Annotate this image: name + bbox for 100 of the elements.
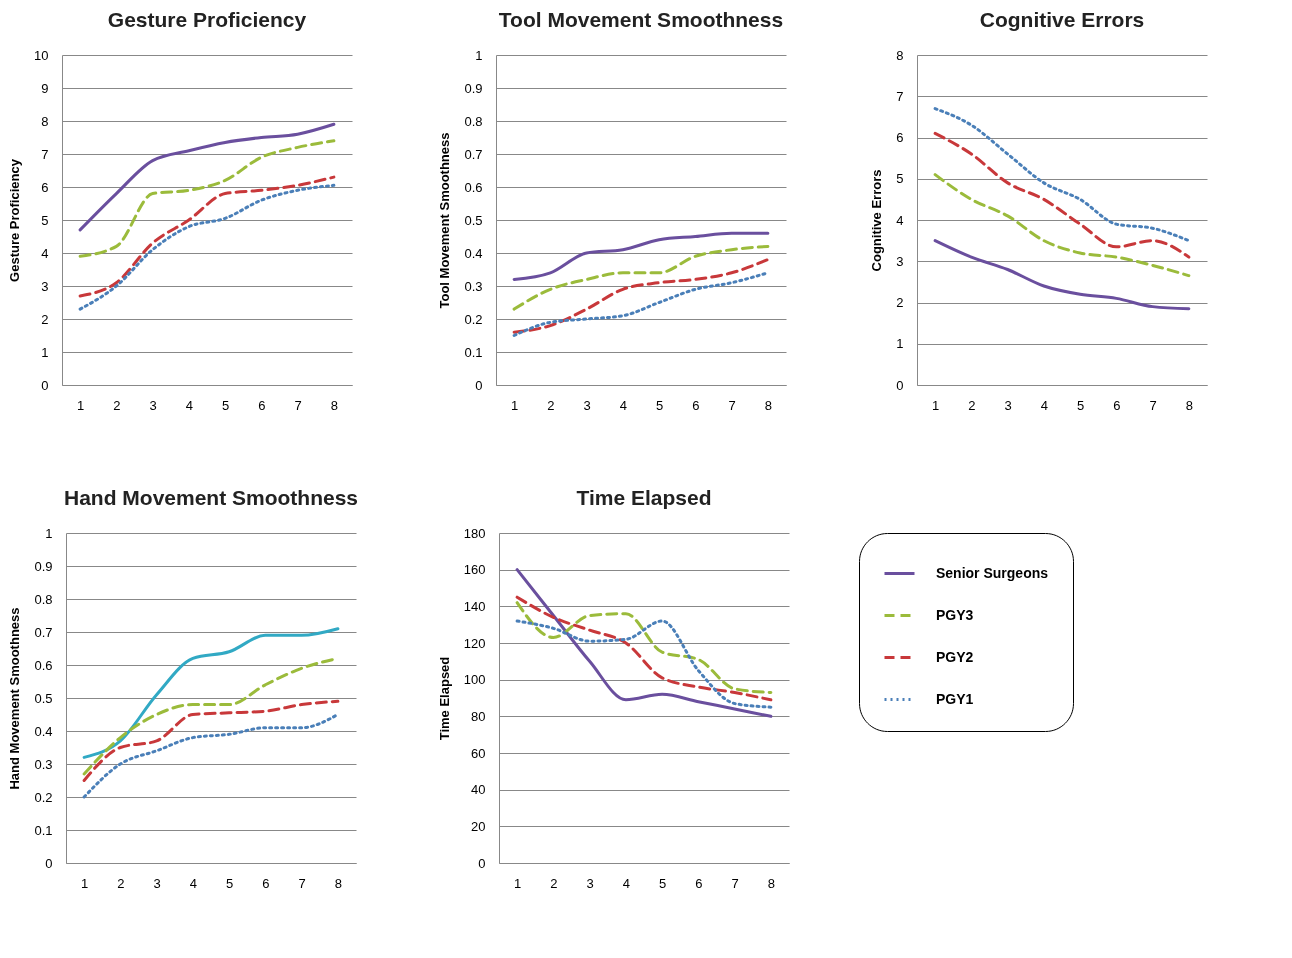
line-series: [78, 183, 336, 311]
x-tick-label: 7: [294, 397, 302, 413]
x-tick-label: 4: [189, 875, 197, 891]
y-tick-label: 0.8: [34, 591, 53, 607]
y-tick-label: 0.6: [464, 179, 483, 195]
y-tick-label: 7: [896, 88, 904, 104]
y-tick-label: 20: [471, 818, 486, 834]
y-tick-label: 10: [34, 47, 49, 63]
chart-title: Tool Movement Smoothness: [498, 8, 784, 31]
y-tick-label: 2: [896, 295, 904, 310]
y-tick-label: 60: [471, 745, 486, 761]
x-tick-label: 6: [258, 397, 266, 413]
x-tick-label: 2: [547, 397, 555, 413]
x-tick-label: 2: [968, 397, 976, 413]
y-tick-label: 0.7: [34, 624, 53, 640]
y-tick-label: 0.7: [464, 146, 483, 162]
y-tick-label: 5: [896, 171, 904, 187]
x-tick-label: 5: [656, 397, 664, 413]
chart-title: Gesture Proficiency: [107, 8, 307, 31]
y-tick-label: 8: [41, 113, 49, 129]
line-series: [933, 107, 1191, 243]
y-tick-label: 6: [896, 130, 904, 145]
y-tick-label: 1: [896, 336, 904, 352]
y-tick-label: 9: [41, 80, 49, 96]
x-tick-label: 7: [1149, 397, 1157, 413]
y-tick-label: 0.8: [464, 113, 483, 129]
y-tick-label: 0.1: [464, 344, 483, 360]
y-tick-label: 0: [475, 377, 483, 393]
y-tick-label: 0: [45, 855, 53, 871]
y-tick-label: 0.2: [464, 311, 483, 327]
y-axis-title: Cognitive Errors: [869, 169, 885, 272]
y-tick-label: 6: [41, 179, 49, 195]
y-tick-label: 1: [45, 525, 53, 541]
x-tick-label: 2: [113, 397, 121, 413]
y-tick-label: 0.1: [34, 822, 53, 838]
legend-label: PGY2: [936, 648, 974, 665]
line-series: [933, 131, 1191, 259]
x-tick-label: 8: [330, 397, 338, 413]
y-tick-label: 3: [896, 253, 904, 269]
line-series: [515, 568, 773, 718]
y-tick-label: 0: [478, 855, 486, 871]
y-tick-label: 0: [896, 377, 904, 393]
x-tick-label: 8: [334, 875, 342, 891]
y-axis-title: Tool Movement Smoothness: [437, 132, 453, 309]
line-series: [512, 244, 770, 311]
x-tick-label: 4: [1040, 397, 1048, 413]
y-tick-label: 4: [41, 245, 49, 261]
x-tick-label: 1: [81, 875, 89, 891]
x-tick-label: 5: [1077, 397, 1085, 413]
x-tick-label: 7: [728, 397, 736, 413]
line-series: [82, 627, 340, 759]
line-series: [78, 139, 336, 258]
x-tick-label: 5: [659, 875, 667, 891]
y-tick-label: 8: [896, 47, 904, 63]
x-tick-label: 3: [149, 397, 157, 413]
x-tick-label: 1: [511, 397, 519, 413]
x-tick-label: 3: [583, 397, 591, 413]
y-tick-label: 120: [463, 635, 486, 651]
y-tick-label: 0.6: [34, 657, 53, 673]
y-tick-label: 0.4: [34, 723, 53, 739]
x-tick-label: 8: [1185, 397, 1193, 413]
x-tick-label: 8: [764, 397, 772, 413]
x-tick-label: 1: [932, 397, 940, 413]
x-tick-label: 4: [185, 397, 193, 413]
y-tick-label: 1: [41, 344, 49, 360]
y-axis-title: Time Elapsed: [436, 656, 452, 741]
legend-label: PGY3: [936, 606, 974, 623]
y-tick-label: 80: [471, 708, 486, 724]
chart-title: Time Elapsed: [576, 486, 712, 509]
x-tick-label: 6: [695, 875, 703, 891]
chart-title: Cognitive Errors: [979, 8, 1145, 31]
x-tick-label: 7: [298, 875, 306, 891]
y-tick-label: 0.3: [34, 756, 53, 772]
y-tick-label: 4: [896, 212, 904, 228]
y-tick-label: 2: [41, 311, 49, 327]
x-tick-label: 1: [77, 397, 85, 413]
x-tick-label: 5: [222, 397, 230, 413]
y-tick-label: 0.4: [464, 245, 483, 261]
x-tick-label: 2: [117, 875, 125, 891]
x-tick-label: 1: [514, 875, 522, 891]
x-tick-label: 3: [586, 875, 594, 891]
x-tick-label: 8: [767, 875, 775, 891]
x-tick-label: 6: [692, 397, 700, 413]
y-tick-label: 7: [41, 146, 49, 162]
x-tick-label: 7: [731, 875, 739, 891]
y-tick-label: 0.2: [34, 789, 53, 805]
x-tick-label: 5: [226, 875, 234, 891]
line-series: [78, 122, 336, 232]
chart-title: Hand Movement Smoothness: [63, 486, 359, 509]
y-tick-label: 1: [475, 47, 483, 63]
line-series: [933, 239, 1191, 311]
y-tick-label: 0.9: [464, 80, 483, 96]
y-tick-label: 40: [471, 782, 486, 798]
line-series: [82, 713, 340, 799]
x-tick-label: 4: [622, 875, 630, 891]
y-axis-title: Gesture Proficiency: [7, 158, 23, 282]
line-series: [933, 173, 1191, 278]
x-tick-label: 2: [550, 875, 558, 891]
line-series: [82, 699, 340, 782]
y-axis-title: Hand Movement Smoothness: [7, 607, 23, 790]
